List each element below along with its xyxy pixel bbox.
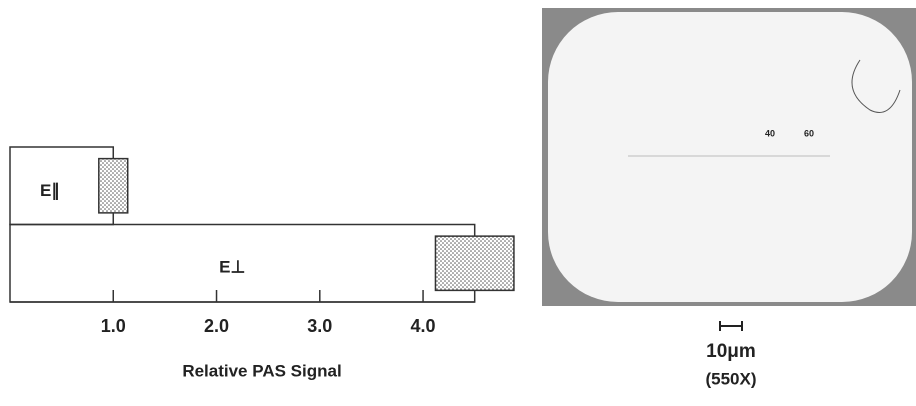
reticle-label: 60 [804,128,814,138]
x-tick-label: 4.0 [411,316,436,336]
x-tick-label: 1.0 [101,316,126,336]
category-label: E⊥ [219,258,245,277]
error-box [434,235,515,292]
bar [9,146,115,226]
micrograph: 40 60 10μm (550X) [542,8,916,388]
reticle-label: 40 [765,128,775,138]
scale-label: 10μm [706,341,756,362]
x-tick-label: 2.0 [204,316,229,336]
x-tick-label: 3.0 [307,316,332,336]
micrograph-field [548,12,912,302]
fiber [851,59,901,113]
magnification: (550X) [705,369,756,388]
error-box [98,157,129,214]
category-label: E∥ [40,181,60,200]
x-axis-title: Relative PAS Signal [182,361,341,380]
